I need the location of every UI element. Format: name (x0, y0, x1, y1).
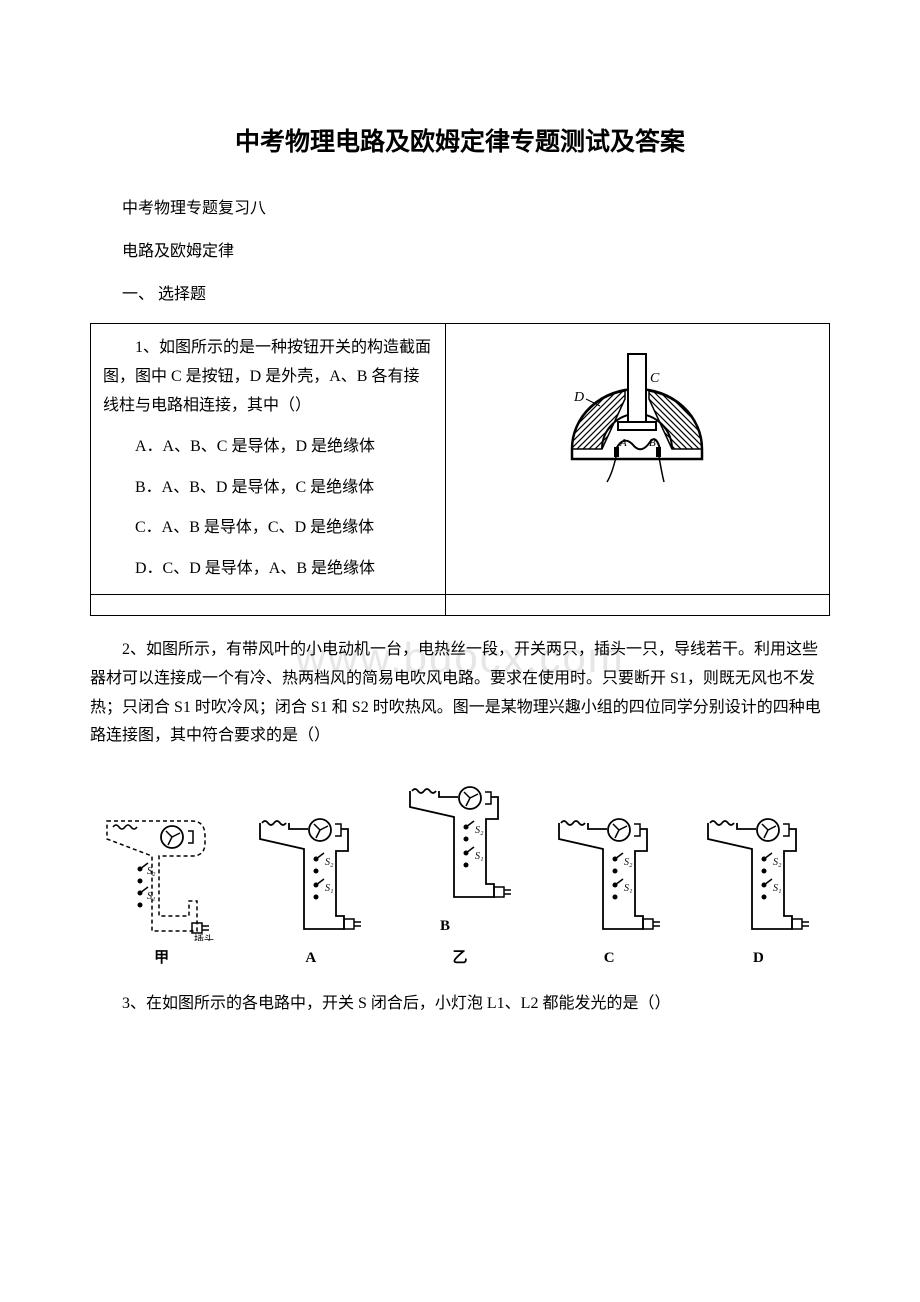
page-content: 中考物理电路及欧姆定律专题测试及答案 中考物理专题复习八 电路及欧姆定律 一、 … (90, 120, 830, 1019)
q2-label-c: C (538, 945, 681, 972)
q1-choice-a: A．A、B、C 是导体，D 是绝缘体 (103, 433, 433, 462)
q1-label-d: D (573, 390, 584, 405)
q1-figure-cell: C D A B (445, 324, 829, 595)
q1-choice-c: C．A、B 是导体，C、D 是绝缘体 (103, 514, 433, 543)
q2-stem: 2、如图所示，有带风叶的小电动机一台，电热丝一段，开关两只，插头一只，导线若干。… (90, 636, 830, 751)
q1-stem: 1、如图所示的是一种按钮开关的构造截面图，图中 C 是按钮，D 是外壳，A、B … (103, 334, 433, 420)
q2-fig-c: S₂ S₁ C (538, 801, 681, 972)
q2-d-s1: S₁ (773, 883, 781, 894)
q1-empty-2 (445, 594, 829, 615)
q2-label-b: B (440, 913, 450, 940)
q1-empty-1 (91, 594, 446, 615)
q2-c-s2: S₂ (624, 857, 633, 868)
q1-table: 1、如图所示的是一种按钮开关的构造截面图，图中 C 是按钮，D 是外壳，A、B … (90, 323, 830, 616)
q1-switch-diagram: C D A B (542, 334, 732, 484)
q2-d-s2: S₂ (773, 857, 782, 868)
q2-c-s1: S₁ (624, 883, 632, 894)
q2-fig-jia: S₂ S₁ 插头 甲 (90, 801, 233, 972)
q2-jia-s1: S₁ (147, 891, 155, 902)
q1-choice-d: D．C、D 是导体，A、B 是绝缘体 (103, 555, 433, 584)
q2-a-s2: S₂ (325, 857, 334, 868)
q2-plug-label: 插头 (194, 933, 214, 941)
q2-fig-a: S₂ S₁ A (239, 801, 382, 972)
q2-label-yi: 乙 (388, 945, 531, 972)
intro-line-3: 一、 选择题 (90, 281, 830, 310)
q1-label-a: A (619, 437, 627, 449)
q2-label-d: D (687, 945, 830, 972)
q2-a-s1: S₁ (325, 883, 333, 894)
intro-line-1: 中考物理专题复习八 (90, 195, 830, 224)
q1-text-cell: 1、如图所示的是一种按钮开关的构造截面图，图中 C 是按钮，D 是外壳，A、B … (91, 324, 446, 595)
page-title: 中考物理电路及欧姆定律专题测试及答案 (90, 120, 830, 165)
q2-fig-b: S₂ S₁ B 乙 (388, 769, 531, 972)
q2-b-s1: S₁ (475, 851, 483, 862)
q1-label-b: B (649, 437, 656, 449)
intro-line-2: 电路及欧姆定律 (90, 238, 830, 267)
q2-label-jia: 甲 (90, 945, 233, 972)
q3-stem: 3、在如图所示的各电路中，开关 S 闭合后，小灯泡 L1、L2 都能发光的是（） (90, 990, 830, 1019)
q2-jia-s2: S₂ (147, 866, 156, 877)
q1-choice-b: B．A、B、D 是导体，C 是绝缘体 (103, 474, 433, 503)
q2-fig-d: S₂ S₁ D (687, 801, 830, 972)
q2-label-a: A (239, 945, 382, 972)
q2-figure-row: S₂ S₁ 插头 甲 S₂ S₁ (90, 769, 830, 972)
q2-b-s2: S₂ (475, 825, 484, 836)
q1-label-c: C (650, 371, 660, 386)
